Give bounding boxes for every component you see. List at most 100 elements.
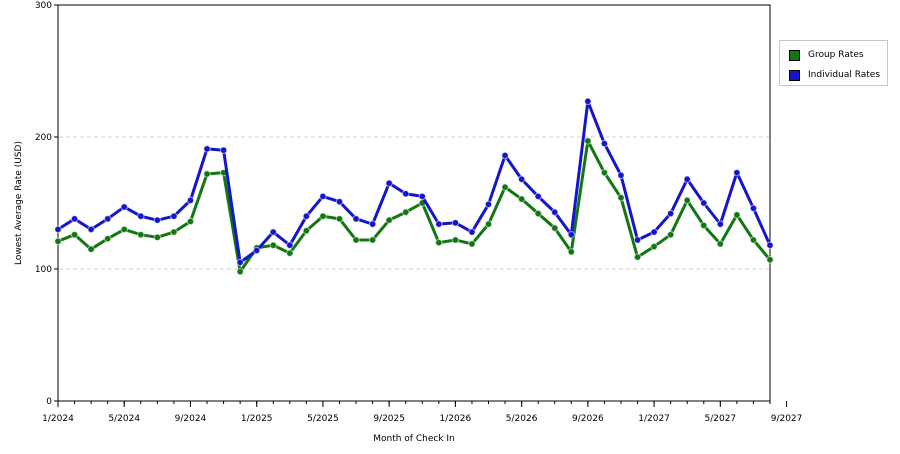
data-point-group-rates[interactable]: [650, 242, 658, 251]
data-point-individual-rates[interactable]: [170, 212, 178, 220]
x-tick-label: 5/2024: [108, 414, 140, 424]
data-point-individual-rates[interactable]: [120, 203, 128, 211]
data-point-individual-rates[interactable]: [186, 196, 195, 205]
x-tick-label: 5/2026: [506, 414, 538, 424]
data-point-individual-rates[interactable]: [517, 175, 526, 183]
data-point-group-rates[interactable]: [203, 170, 211, 178]
legend-item-individual-rates: Individual Rates: [789, 68, 880, 82]
data-point-individual-rates[interactable]: [435, 220, 443, 228]
data-point-individual-rates[interactable]: [54, 225, 62, 234]
data-point-individual-rates[interactable]: [203, 145, 211, 153]
data-point-individual-rates[interactable]: [286, 241, 294, 249]
legend-label-group-rates: Group Rates: [808, 50, 864, 60]
data-point-individual-rates[interactable]: [87, 225, 95, 234]
data-point-group-rates[interactable]: [153, 233, 162, 242]
data-point-group-rates[interactable]: [352, 236, 360, 244]
data-point-group-rates[interactable]: [385, 216, 393, 224]
x-tick-label: 5/2027: [704, 414, 736, 424]
data-point-group-rates[interactable]: [584, 137, 592, 145]
data-point-individual-rates[interactable]: [733, 168, 741, 177]
data-point-individual-rates[interactable]: [600, 139, 609, 148]
data-point-group-rates[interactable]: [733, 211, 741, 219]
x-tick-label: 9/2026: [572, 414, 604, 424]
data-point-individual-rates[interactable]: [749, 204, 758, 212]
data-point-individual-rates[interactable]: [252, 246, 261, 255]
data-point-group-rates[interactable]: [666, 230, 675, 239]
data-point-individual-rates[interactable]: [534, 192, 542, 201]
data-point-group-rates[interactable]: [368, 236, 377, 244]
data-point-individual-rates[interactable]: [666, 209, 675, 218]
data-point-individual-rates[interactable]: [501, 151, 509, 160]
data-point-individual-rates[interactable]: [567, 230, 576, 239]
data-point-group-rates[interactable]: [286, 249, 294, 257]
data-point-individual-rates[interactable]: [335, 197, 344, 206]
data-point-individual-rates[interactable]: [451, 219, 460, 227]
x-axis-title: Month of Check In: [373, 434, 455, 444]
x-tick-label: 1/2026: [440, 414, 472, 424]
data-point-individual-rates[interactable]: [236, 258, 244, 267]
data-point-individual-rates[interactable]: [70, 215, 79, 223]
data-point-individual-rates[interactable]: [302, 212, 311, 220]
data-point-group-rates[interactable]: [700, 221, 708, 230]
data-point-group-rates[interactable]: [402, 208, 410, 216]
data-point-group-rates[interactable]: [335, 215, 344, 223]
data-point-group-rates[interactable]: [534, 209, 542, 218]
data-point-group-rates[interactable]: [435, 238, 443, 247]
data-point-group-rates[interactable]: [170, 228, 178, 236]
series-group-rates: [54, 137, 774, 276]
data-point-group-rates[interactable]: [70, 230, 79, 239]
data-point-individual-rates[interactable]: [319, 192, 327, 201]
series-lines: [54, 97, 774, 276]
data-point-individual-rates[interactable]: [617, 171, 625, 179]
data-point-individual-rates[interactable]: [269, 228, 277, 236]
data-point-group-rates[interactable]: [501, 183, 509, 191]
data-point-group-rates[interactable]: [468, 240, 476, 248]
data-point-individual-rates[interactable]: [766, 241, 774, 249]
data-point-individual-rates[interactable]: [633, 236, 642, 244]
data-point-individual-rates[interactable]: [368, 220, 377, 228]
data-point-group-rates[interactable]: [551, 224, 559, 232]
data-point-individual-rates[interactable]: [137, 212, 145, 220]
data-point-group-rates[interactable]: [600, 168, 609, 177]
data-point-group-rates[interactable]: [766, 256, 774, 264]
data-point-group-rates[interactable]: [236, 267, 244, 276]
data-point-individual-rates[interactable]: [716, 220, 725, 228]
data-point-individual-rates[interactable]: [352, 215, 360, 223]
data-point-group-rates[interactable]: [137, 230, 145, 239]
data-point-group-rates[interactable]: [633, 253, 642, 261]
data-point-individual-rates[interactable]: [683, 175, 691, 183]
data-point-group-rates[interactable]: [451, 236, 460, 244]
data-point-individual-rates[interactable]: [484, 200, 493, 209]
data-point-individual-rates[interactable]: [418, 192, 426, 201]
data-point-individual-rates[interactable]: [153, 216, 162, 224]
data-point-group-rates[interactable]: [54, 237, 62, 245]
data-point-individual-rates[interactable]: [385, 179, 393, 187]
data-point-group-rates[interactable]: [319, 212, 327, 220]
data-point-individual-rates[interactable]: [468, 228, 476, 236]
data-point-group-rates[interactable]: [749, 236, 758, 244]
y-tick-label: 0: [46, 397, 52, 407]
data-point-individual-rates[interactable]: [650, 228, 658, 236]
x-tick-label: 1/2027: [638, 414, 670, 424]
data-point-group-rates[interactable]: [683, 196, 691, 205]
data-point-individual-rates[interactable]: [584, 97, 592, 106]
plot-frame: [57, 4, 771, 402]
data-point-group-rates[interactable]: [302, 227, 311, 235]
data-point-group-rates[interactable]: [567, 248, 576, 256]
data-point-individual-rates[interactable]: [551, 208, 559, 216]
data-point-group-rates[interactable]: [120, 225, 128, 234]
data-point-group-rates[interactable]: [186, 217, 195, 226]
data-point-individual-rates[interactable]: [402, 190, 410, 198]
data-point-individual-rates[interactable]: [700, 199, 708, 207]
data-point-group-rates[interactable]: [517, 195, 526, 203]
y-tick-label: 200: [35, 133, 52, 143]
data-point-group-rates[interactable]: [269, 241, 277, 249]
data-point-group-rates[interactable]: [617, 194, 625, 202]
data-point-group-rates[interactable]: [103, 234, 112, 243]
data-point-individual-rates[interactable]: [103, 215, 112, 223]
data-point-individual-rates[interactable]: [219, 146, 228, 154]
data-point-group-rates[interactable]: [484, 220, 493, 228]
data-point-group-rates[interactable]: [87, 245, 95, 253]
data-point-group-rates[interactable]: [716, 240, 725, 248]
